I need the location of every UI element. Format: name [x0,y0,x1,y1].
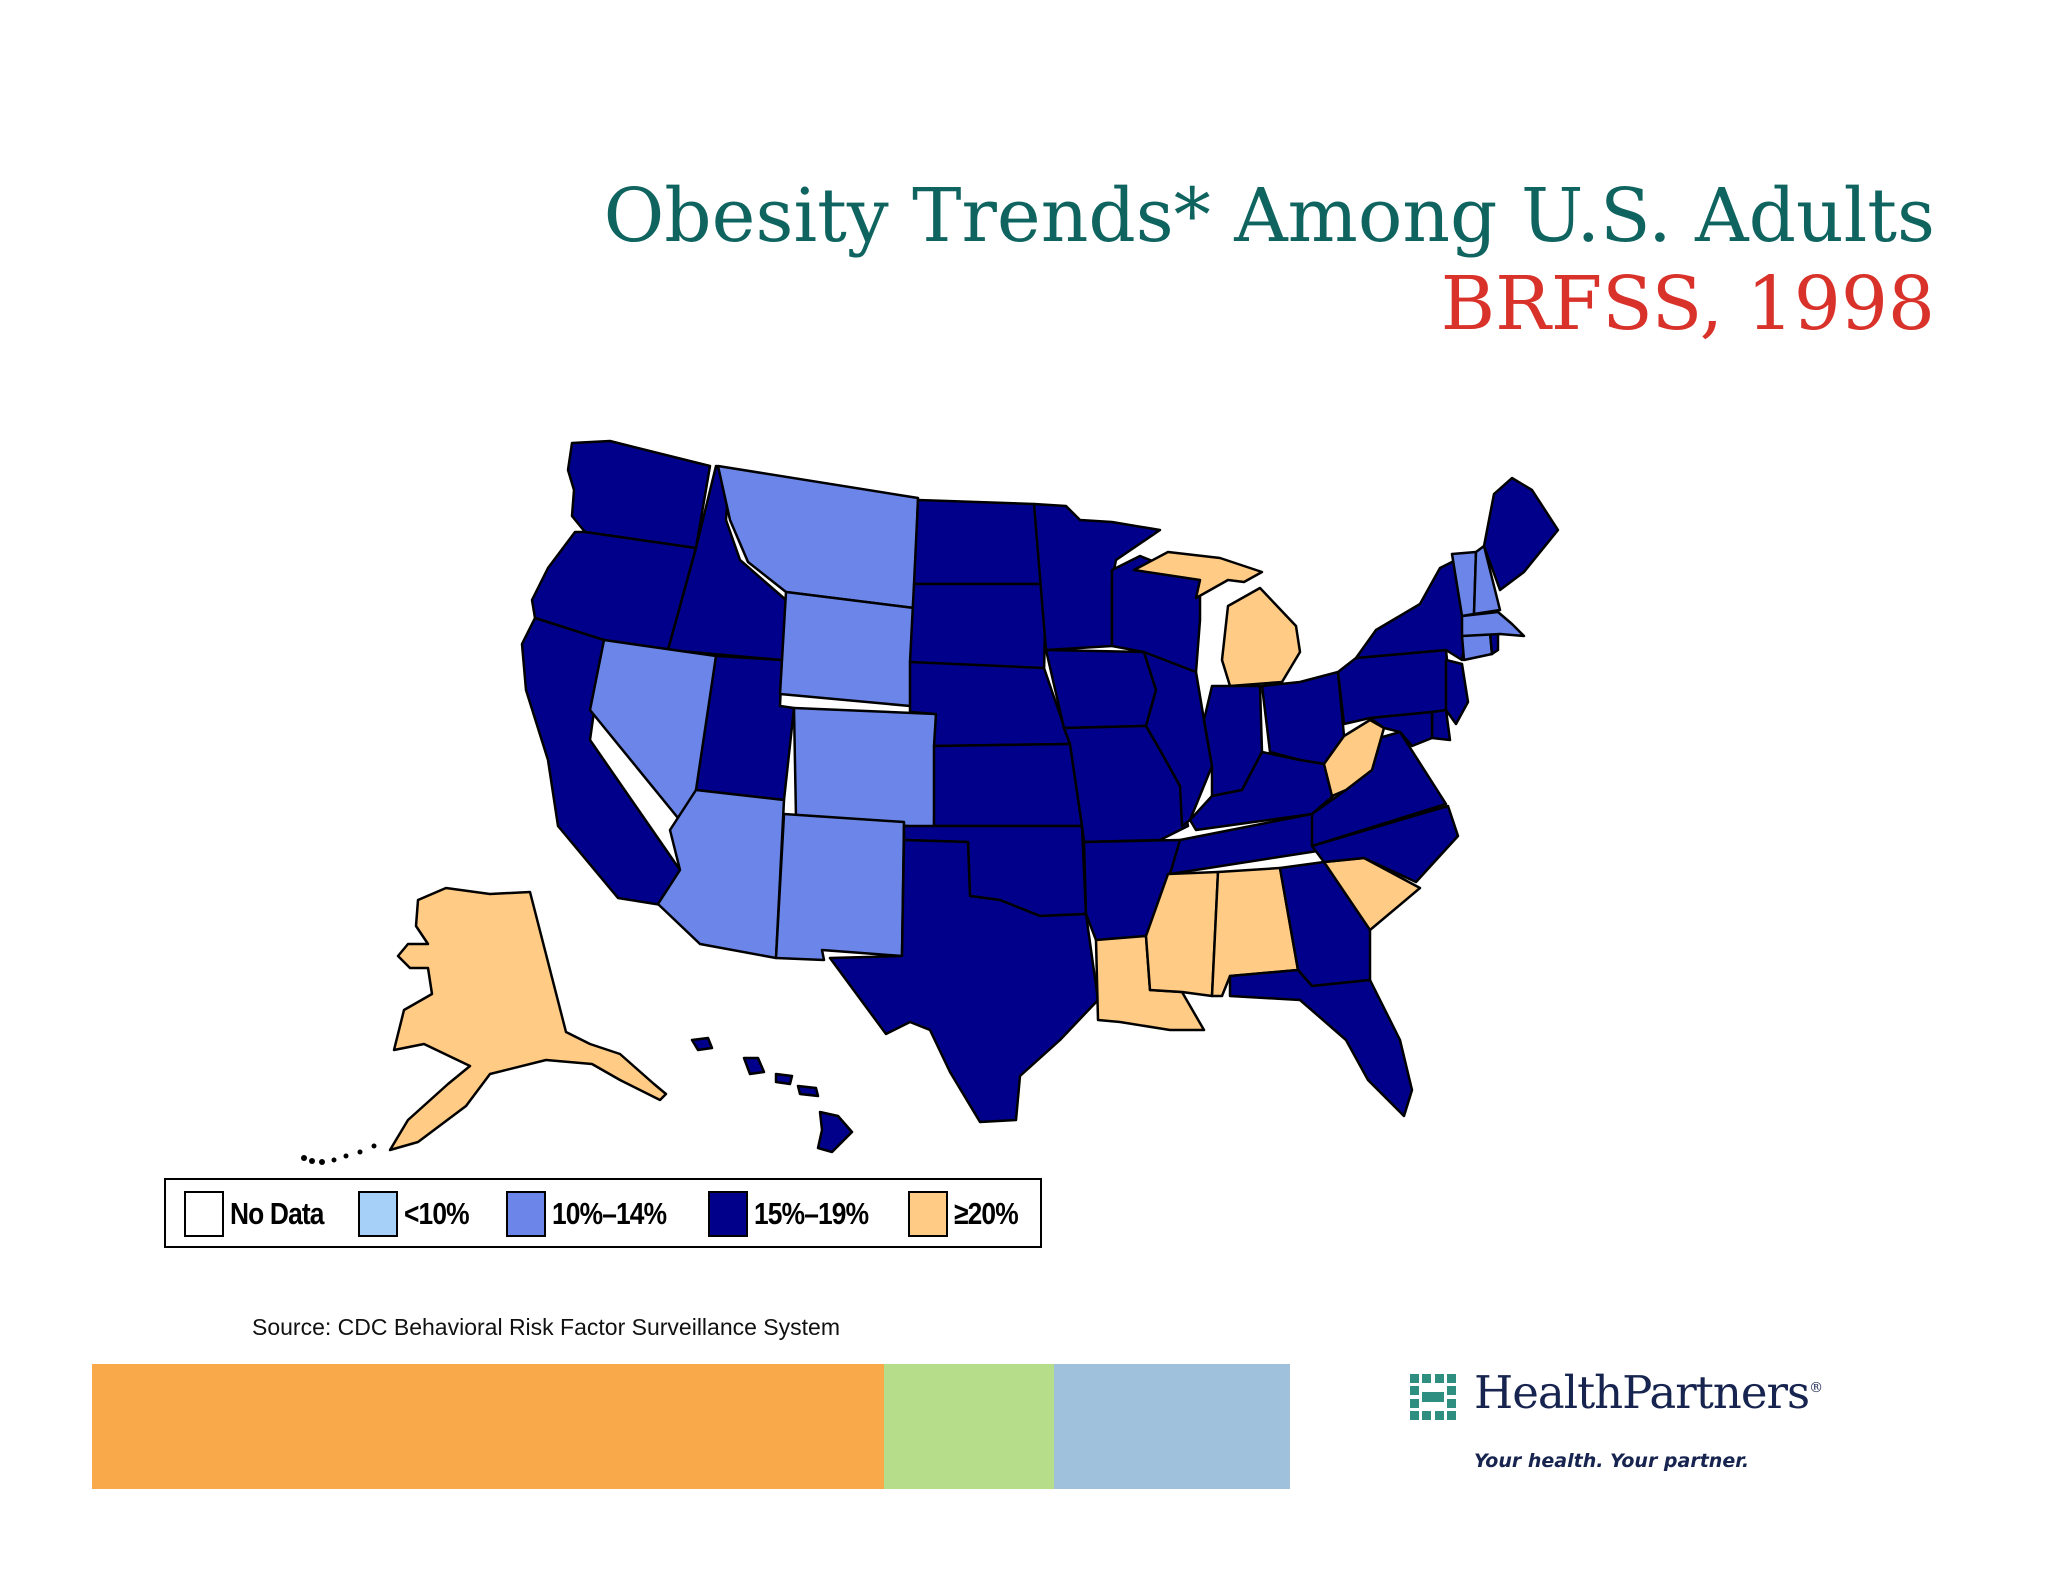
legend-label: 10%–14% [552,1196,667,1231]
footer-bar-blue [1054,1364,1290,1489]
state-MI-lower [1220,586,1302,688]
state-WV [1322,718,1386,798]
legend-label: ≥20% [954,1196,1019,1231]
legend-label: No Data [230,1196,324,1231]
state-NE [908,660,1072,748]
legend-item-ge20: ≥20% [908,1190,1029,1238]
healthpartners-logo: HealthPartners® Your health. Your partne… [1410,1366,1830,1480]
state-HI-2 [742,1056,766,1076]
state-KS [932,742,1084,828]
state-HI-3 [774,1072,794,1086]
state-NJ [1444,658,1470,726]
legend-item-10-14: 10%–14% [506,1190,686,1238]
legend-item-no-data: No Data [184,1190,340,1238]
logo-tagline: Your health. Your partner. [1474,1450,1750,1472]
state-TX [828,838,1100,1124]
title-line-1: Obesity Trends* Among U.S. Adults [603,173,1935,259]
map-legend: No Data <10% 10%–14% 15%–19% ≥20% [164,1178,1042,1248]
legend-swatch [708,1191,748,1237]
state-NM [774,812,906,962]
aleutian-islands [301,1143,377,1165]
healthpartners-mark-icon [1410,1374,1456,1420]
footer-bar-green [884,1364,1054,1489]
state-SD [908,582,1048,676]
state-DE [1430,708,1452,742]
legend-swatch [184,1191,224,1237]
state-NH [1472,544,1502,616]
state-IL [1142,650,1214,828]
title-line-2: BRFSS, 1998 [1440,261,1935,347]
state-MA [1460,610,1526,638]
footer-bar-orange [92,1364,884,1489]
state-OH [1260,670,1346,766]
state-HI-4 [796,1084,820,1098]
state-MI [1132,550,1264,600]
state-IA [1044,648,1158,730]
state-CO [792,706,938,830]
source-note: Source: CDC Behavioral Risk Factor Surve… [252,1314,840,1340]
state-WY [778,590,916,708]
legend-label: 15%–19% [754,1196,869,1231]
legend-item-15-19: 15%–19% [708,1190,888,1238]
state-FL [1228,968,1414,1118]
legend-swatch [908,1191,948,1237]
state-NY [1354,558,1470,662]
state-HI-5 [816,1110,854,1154]
state-ME [1482,476,1560,592]
state-KY [1188,750,1342,832]
state-HI-1 [690,1036,714,1052]
state-ND [912,498,1048,586]
legend-label: <10% [404,1196,470,1231]
slide-title: Obesity Trends* Among U.S. Adults BRFSS,… [604,172,1935,348]
legend-swatch [358,1191,398,1237]
state-MN [1032,502,1162,652]
logo-wordmark: HealthPartners® [1474,1366,1823,1419]
legend-item-lt10: <10% [358,1190,480,1238]
legend-swatch [506,1191,546,1237]
state-MD [1368,710,1434,748]
state-NC [1310,804,1460,884]
state-AK [388,886,668,1152]
